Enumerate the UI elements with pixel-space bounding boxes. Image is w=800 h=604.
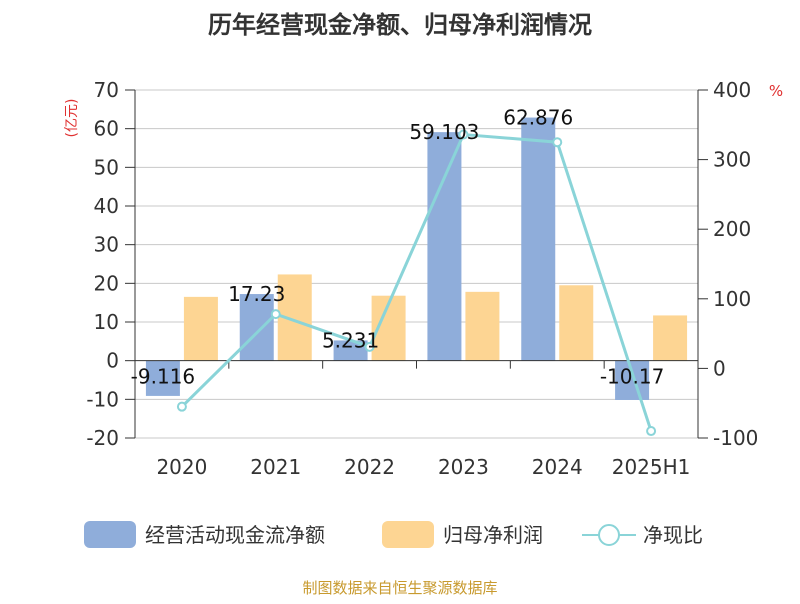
x-tick-label: 2023: [438, 455, 489, 479]
left-tick-label: 40: [94, 194, 119, 218]
left-tick-label: 0: [106, 349, 119, 373]
cashflow-bar: [239, 294, 274, 361]
x-tick-label: 2022: [344, 455, 395, 479]
right-axis: 400 300 200 100 0 -100: [698, 78, 758, 450]
grid-lines: [135, 89, 698, 439]
ratio-point: [270, 309, 281, 320]
right-tick-label: 400: [713, 78, 751, 102]
legend-label-cashflow: 经营活动现金流净额: [145, 523, 325, 547]
right-tick-label: 200: [713, 217, 751, 241]
netprofit-bar: [653, 315, 688, 361]
source-note: 制图数据来自恒生聚源数据库: [302, 579, 497, 597]
ratio-line: [176, 129, 657, 437]
x-tick-label: 2020: [156, 455, 207, 479]
left-tick-label: 70: [94, 78, 119, 102]
netprofit-bar: [465, 291, 500, 361]
legend: 经营活动现金流净额 归母净利润 净现比: [84, 521, 703, 548]
legend-label-ratio: 净现比: [643, 523, 703, 547]
left-tick-label: -20: [86, 426, 119, 450]
legend-swatch-netprofit: [382, 521, 434, 548]
cashflow-bar: [427, 132, 462, 361]
bars: [145, 117, 688, 400]
ratio-point: [364, 341, 375, 352]
ratio-point: [176, 401, 187, 412]
cashflow-bar: [333, 340, 368, 361]
x-tick-label: 2024: [532, 455, 583, 479]
left-axis: 70 60 50 40 30 20 10 0 -10 -20: [86, 78, 135, 450]
left-tick-label: 20: [94, 271, 119, 295]
right-tick-label: 100: [713, 287, 751, 311]
cashflow-value-label: -9.116: [131, 365, 195, 389]
legend-swatch-cashflow: [84, 521, 136, 548]
left-tick-label: 10: [94, 310, 119, 334]
cashflow-bar: [615, 360, 650, 400]
ratio-line-path: [180, 132, 653, 432]
cashflow-value-label: 17.23: [228, 282, 285, 306]
netprofit-bar: [559, 285, 594, 361]
cashflow-bar: [145, 360, 180, 396]
cashflow-value-label: 59.103: [409, 120, 479, 144]
x-axis: 2020 2021 2022 2023 2024 2025H1: [134, 360, 699, 479]
cashflow-bar: [521, 117, 556, 361]
left-tick-label: 30: [94, 233, 119, 257]
ratio-point: [646, 426, 657, 437]
right-tick-label: 0: [713, 356, 726, 380]
right-axis-unit: %: [769, 82, 783, 100]
left-tick-label: 50: [94, 155, 119, 179]
ratio-point: [552, 137, 563, 148]
data-labels: -9.116 17.23 5.231 59.103 62.876 -10.17: [131, 106, 665, 389]
x-tick-label: 2025H1: [612, 455, 691, 479]
cashflow-value-label: 5.231: [322, 328, 379, 352]
left-tick-label: 60: [94, 117, 119, 141]
x-tick-label: 2021: [250, 455, 301, 479]
ratio-point: [458, 129, 469, 140]
left-axis-unit: (亿元): [64, 99, 80, 138]
chart-title: 历年经营现金净额、归母净利润情况: [208, 11, 592, 39]
netprofit-bar: [183, 296, 218, 361]
left-tick-label: -10: [86, 387, 119, 411]
legend-label-netprofit: 归母净利润: [443, 523, 543, 547]
legend-marker-ratio: [598, 524, 620, 546]
right-tick-label: 300: [713, 148, 751, 172]
cashflow-value-label: 62.876: [503, 106, 573, 130]
right-tick-label: -100: [713, 426, 758, 450]
cashflow-value-label: -10.17: [600, 365, 664, 389]
